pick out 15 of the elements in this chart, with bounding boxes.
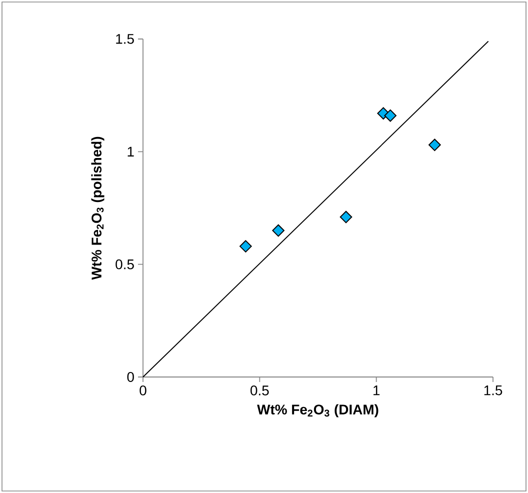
y-tick-label: 1.5 (116, 34, 134, 44)
point (272, 224, 284, 237)
y-tick-label: 0.5 (116, 259, 134, 270)
x-axis-title: Wt% Fe$_{2}$O$_{3}$ (DIAM) (257, 404, 378, 418)
x-tick-label: 1 (374, 386, 380, 396)
x-tick-label: 0.5 (250, 386, 269, 396)
point (428, 138, 441, 152)
x-tick-label: 0 (140, 386, 146, 396)
y-axis-title: Wt% Fe$_{2}$O$_{3}$ (polished) (91, 136, 104, 280)
y-tick-label: 0 (127, 372, 134, 382)
x-tick-label: 1.5 (484, 386, 502, 396)
point (384, 109, 396, 122)
point (240, 240, 252, 252)
y-tick-label: 1 (128, 146, 134, 156)
point (340, 210, 352, 224)
